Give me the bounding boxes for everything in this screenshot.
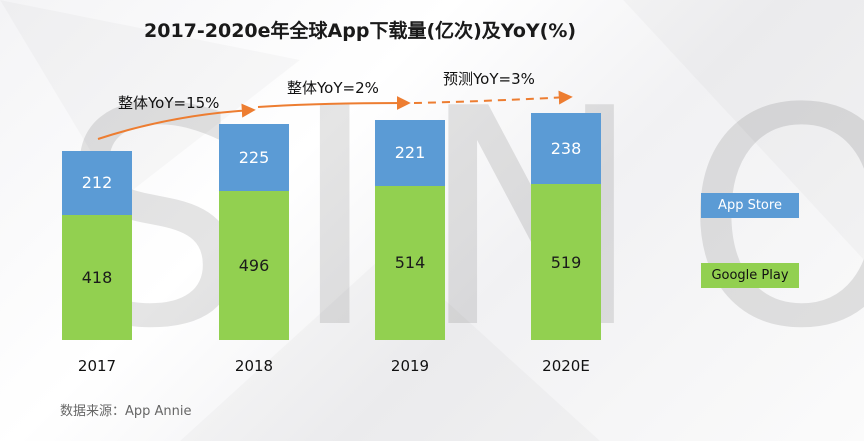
watermark: SINO: [60, 45, 864, 394]
trend-arrow-2019-2020e: [413, 90, 573, 105]
x-tick-label-2019: 2019: [390, 357, 430, 375]
yoy-annotation-2018: 整体YoY=15%: [118, 94, 220, 112]
x-tick-label-2017: 2017: [77, 357, 117, 375]
bar-google-play-2020e: 519: [531, 184, 601, 340]
source-note: 数据来源：App Annie: [60, 404, 192, 419]
x-tick-label-2018: 2018: [234, 357, 274, 375]
x-tick-label-2020e: 2020E: [542, 357, 590, 375]
legend-app-store: App Store: [701, 193, 799, 218]
trend-arrow-2017-2018: [97, 103, 256, 140]
trend-arrow-2018-2019: [257, 96, 411, 111]
yoy-annotation-2019: 整体YoY=2%: [287, 79, 379, 97]
bar-app-store-2020e: 238: [531, 112, 601, 185]
bar-google-play-2019: 514: [375, 185, 445, 340]
bar-app-store-2017: 212: [62, 151, 132, 215]
bar-app-store-2018: 225: [219, 123, 289, 192]
bar-google-play-2017: 418: [62, 214, 132, 340]
chart-title: 2017-2020e年全球App下载量(亿次)及YoY(%): [144, 20, 577, 42]
yoy-annotation-2020e: 预测YoY=3%: [443, 70, 535, 88]
bar-google-play-2018: 496: [219, 191, 289, 340]
bar-app-store-2019: 221: [375, 119, 445, 186]
legend-google-play: Google Play: [701, 263, 799, 288]
